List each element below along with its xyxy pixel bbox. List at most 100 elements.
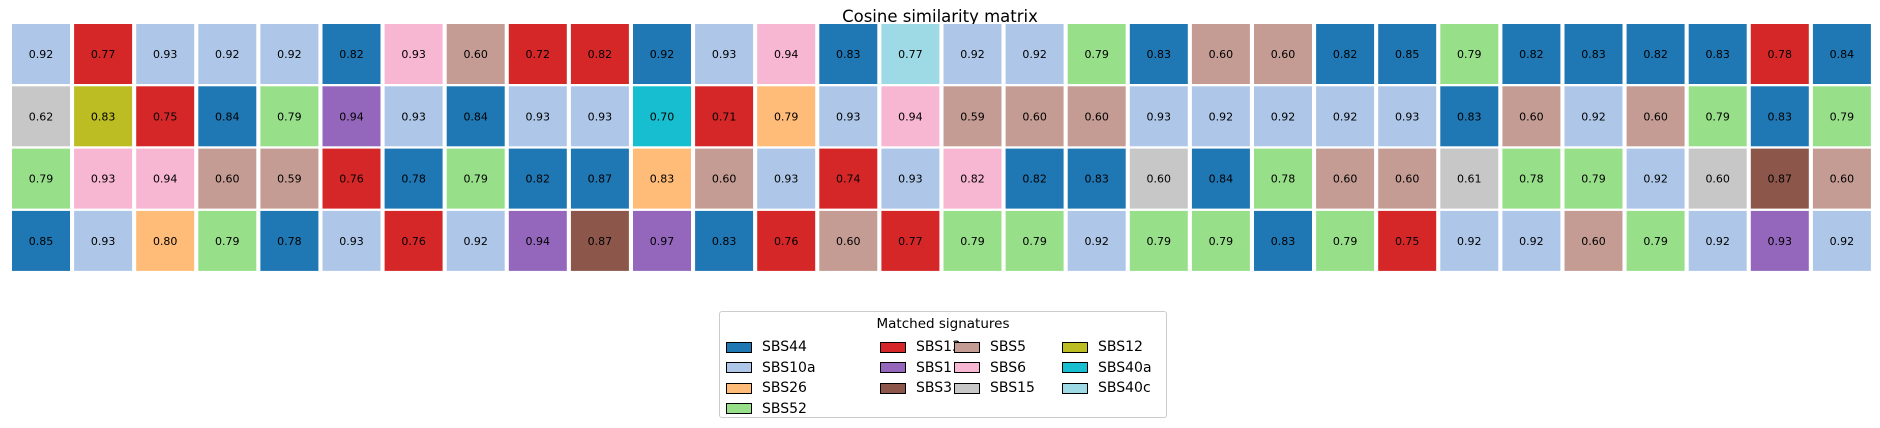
legend-label: SBS13: [916, 339, 961, 355]
heatmap-cell: [1626, 86, 1685, 147]
heatmap-cell: [12, 24, 70, 84]
cell-value-label: 0.79: [1830, 110, 1855, 123]
legend-item: SBS13: [880, 338, 961, 356]
cell-value-label: 0.60: [463, 48, 488, 61]
cell-value-label: 0.82: [526, 173, 551, 186]
heatmap-cell: [1378, 148, 1437, 209]
cell-value-label: 0.79: [1147, 235, 1172, 248]
cell-value-label: 0.87: [1768, 173, 1793, 186]
legend-label: SBS12: [1098, 339, 1143, 355]
legend-swatch: [726, 341, 752, 353]
cell-value-label: 0.92: [29, 48, 54, 61]
cell-value-label: 0.87: [588, 235, 613, 248]
legend-swatch: [954, 362, 980, 373]
heatmap-cell: [198, 24, 257, 84]
cell-value-label: 0.82: [1333, 48, 1358, 61]
legend-swatch: [726, 382, 752, 394]
cell-value-label: 0.93: [153, 48, 178, 61]
cell-value-label: 0.93: [91, 235, 116, 248]
cell-value-label: 0.78: [401, 173, 426, 186]
heatmap-cell: [1812, 24, 1871, 84]
heatmap-cell: [260, 148, 319, 209]
heatmap-cell: [384, 148, 443, 209]
cell-value-label: 0.84: [1830, 48, 1855, 61]
cell-value-label: 0.60: [1271, 48, 1296, 61]
heatmap-cell: [695, 148, 754, 209]
heatmap-cell: [1502, 148, 1561, 209]
legend-label: SBS3: [916, 380, 953, 396]
cell-value-label: 0.77: [898, 235, 923, 248]
cell-value-label: 0.62: [29, 110, 54, 123]
legend-label: SBS40c: [1098, 380, 1151, 396]
heatmap-cell: [1254, 148, 1312, 209]
cell-value-label: 0.82: [339, 48, 364, 61]
heatmap-cell: [633, 210, 691, 271]
cell-value-label: 0.82: [588, 48, 613, 61]
heatmap-cell: [1564, 24, 1623, 84]
legend-item: SBS15: [954, 379, 1035, 397]
cell-value-label: 0.79: [463, 173, 488, 186]
heatmap: 0.92 0.77 0.93 0.92 0.92 0.82 0.93 0.60 0.72 0.82…: [12, 24, 1871, 271]
heatmap-cell: [1750, 86, 1809, 147]
heatmap-cell: [446, 86, 505, 147]
legend-label: SBS44: [762, 339, 807, 355]
cell-value-label: 0.74: [836, 173, 861, 186]
cell-value-label: 0.93: [712, 48, 737, 61]
cell-value-label: 0.83: [91, 110, 116, 123]
heatmap-cell: [12, 210, 70, 271]
cell-value-label: 0.83: [1271, 235, 1296, 248]
legend-swatch: [880, 382, 906, 394]
heatmap-cell: [1378, 210, 1437, 271]
cell-value-label: 0.76: [401, 235, 426, 248]
cell-value-label: 0.60: [1581, 235, 1606, 248]
heatmap-cell: [322, 148, 381, 209]
cell-value-label: 0.92: [1581, 110, 1606, 123]
heatmap-cell: [1502, 24, 1561, 84]
legend-label: SBS52: [762, 400, 807, 417]
cell-value-label: 0.92: [1830, 235, 1855, 248]
heatmap-cell: [384, 86, 443, 147]
heatmap-cell: [508, 148, 567, 209]
cell-value-label: 0.60: [1519, 110, 1544, 123]
cell-value-label: 0.79: [215, 235, 240, 248]
heatmap-cell: [570, 148, 629, 209]
heatmap-cell: [74, 86, 133, 147]
cell-value-label: 0.94: [526, 235, 551, 248]
heatmap-cell: [1626, 24, 1685, 84]
cell-value-label: 0.92: [463, 235, 488, 248]
cell-value-label: 0.60: [1830, 173, 1855, 186]
cell-value-label: 0.79: [1333, 235, 1358, 248]
heatmap-cell: [1254, 24, 1312, 84]
cell-value-label: 0.92: [1643, 173, 1668, 186]
heatmap-cell: [322, 24, 381, 84]
cell-value-label: 0.83: [1705, 48, 1730, 61]
heatmap-cell: [757, 148, 816, 209]
cell-value-label: 0.82: [1519, 48, 1544, 61]
heatmap-cell: [943, 24, 1002, 84]
heatmap-cell: [74, 210, 133, 271]
cell-value-label: 0.92: [1519, 235, 1544, 248]
legend-label: SBS6: [990, 359, 1027, 376]
cell-value-label: 0.79: [29, 173, 54, 186]
cell-value-label: 0.84: [215, 110, 240, 123]
heatmap-cell: [12, 148, 70, 209]
cell-value-label: 0.80: [153, 235, 178, 248]
legend-swatch: [1062, 341, 1088, 353]
heatmap-cell: [74, 24, 133, 84]
cell-value-label: 0.82: [960, 173, 985, 186]
heatmap-cell: [1067, 148, 1126, 209]
heatmap-cell: [1750, 210, 1809, 271]
legend-swatch: [880, 362, 906, 373]
cell-value-label: 0.94: [898, 110, 923, 123]
cell-value-label: 0.72: [526, 48, 551, 61]
legend-item: SBS5: [954, 338, 1026, 356]
cell-value-label: 0.92: [1271, 110, 1296, 123]
cell-value-label: 0.82: [1643, 48, 1668, 61]
cell-value-label: 0.93: [588, 110, 613, 123]
heatmap-cell: [695, 86, 754, 147]
heatmap-cell: [198, 148, 257, 209]
heatmap-cell: [1316, 210, 1375, 271]
cell-value-label: 0.59: [277, 173, 302, 186]
heatmap-cell: [1440, 210, 1499, 271]
heatmap-cell: [1191, 24, 1250, 84]
